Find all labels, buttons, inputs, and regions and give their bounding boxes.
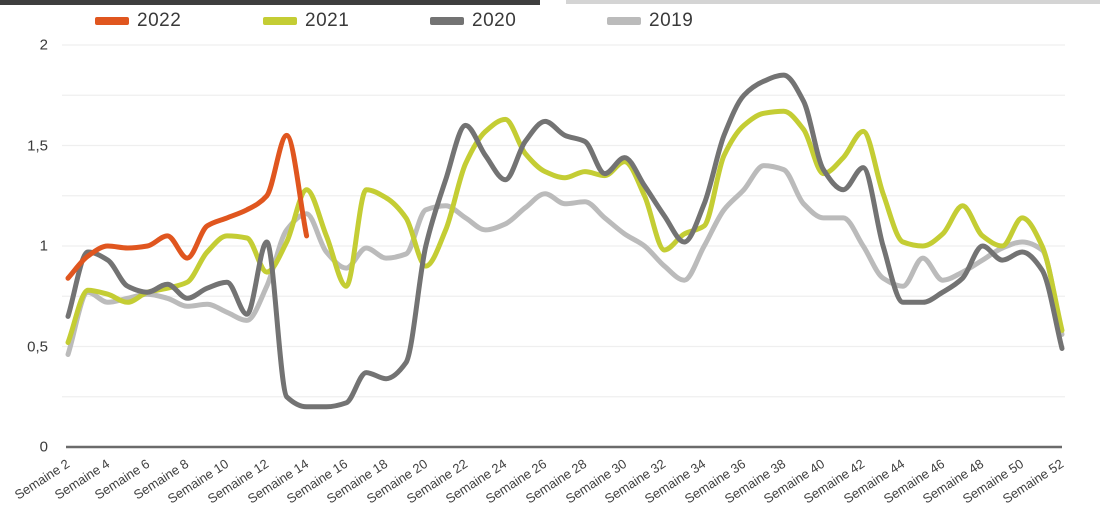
legend-swatch-2021 xyxy=(263,17,297,25)
legend-swatch-2020 xyxy=(430,17,464,25)
legend-label-2022: 2022 xyxy=(137,10,182,31)
legend-swatch-2019 xyxy=(607,17,641,25)
legend-item-2020[interactable]: 2020 xyxy=(430,10,516,32)
y-axis-label-1: 1 xyxy=(39,237,48,255)
legend-swatch-2022 xyxy=(95,17,129,25)
window-top-edge-right xyxy=(566,0,1100,4)
legend-label-2019: 2019 xyxy=(649,10,694,31)
series-line-2019 xyxy=(65,163,1065,357)
legend-item-2019[interactable]: 2019 xyxy=(607,10,693,32)
legend-item-2021[interactable]: 2021 xyxy=(263,10,349,32)
legend-item-2022[interactable]: 2022 xyxy=(95,10,181,32)
series-line-2022 xyxy=(65,132,310,281)
series-line-2020 xyxy=(65,72,1065,410)
legend-label-2021: 2021 xyxy=(305,10,350,31)
legend-label-2020: 2020 xyxy=(472,10,517,31)
chart-legend: 2022 2021 2020 2019 xyxy=(0,6,1100,34)
y-axis-label-0_5: 0,5 xyxy=(27,338,48,355)
y-axis-label-1_5: 1,5 xyxy=(27,137,48,154)
window-top-edge-left xyxy=(0,0,540,5)
y-axis-label-2: 2 xyxy=(39,36,48,54)
gridlines xyxy=(62,44,1065,398)
y-axis-label-0: 0 xyxy=(39,438,48,456)
series-line-2021 xyxy=(65,108,1065,345)
